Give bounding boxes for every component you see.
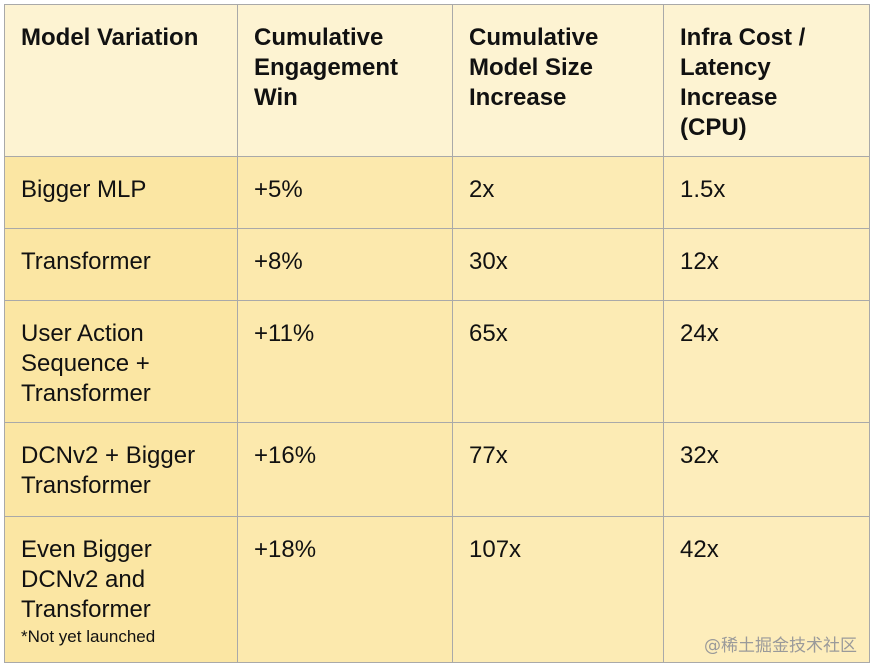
cell-model-variation: DCNv2 + Bigger Transformer <box>4 422 238 517</box>
cell-model-variation: Even Bigger DCNv2 and Transformer *Not ye… <box>4 516 238 663</box>
cell-infra-cost: 24x <box>663 300 870 423</box>
cell-model-size: 77x <box>452 422 664 517</box>
header-model-variation: Model Variation <box>4 4 238 157</box>
table-row: DCNv2 + Bigger Transformer +16% 77x 32x <box>4 422 870 517</box>
cell-engagement-win: +11% <box>237 300 453 423</box>
footnote-not-yet-launched: *Not yet launched <box>21 627 156 646</box>
cell-engagement-win: +5% <box>237 156 453 229</box>
table-row: Even Bigger DCNv2 and Transformer *Not ye… <box>4 516 870 663</box>
cell-model-variation-text: Even Bigger DCNv2 and Transformer <box>21 536 152 623</box>
table-row: Bigger MLP +5% 2x 1.5x <box>4 156 870 229</box>
header-cumulative-engagement-win: Cumulative Engagement Win <box>237 4 453 157</box>
cell-model-variation: User Action Sequence + Transformer <box>4 300 238 423</box>
header-infra-cost-latency-increase: Infra Cost / Latency Increase (CPU) <box>663 4 870 157</box>
cell-model-variation: Bigger MLP <box>4 156 238 229</box>
table-header-row: Model Variation Cumulative Engagement Wi… <box>4 4 870 157</box>
cell-infra-cost: 32x <box>663 422 870 517</box>
cell-model-size: 2x <box>452 156 664 229</box>
table-row: Transformer +8% 30x 12x <box>4 228 870 301</box>
cell-infra-cost: 12x <box>663 228 870 301</box>
cell-model-size: 107x <box>452 516 664 663</box>
cell-engagement-win: +18% <box>237 516 453 663</box>
cell-infra-cost: 1.5x <box>663 156 870 229</box>
header-cumulative-model-size-increase: Cumulative Model Size Increase <box>452 4 664 157</box>
cell-model-size: 65x <box>452 300 664 423</box>
cell-engagement-win: +16% <box>237 422 453 517</box>
cell-model-size: 30x <box>452 228 664 301</box>
cell-engagement-win: +8% <box>237 228 453 301</box>
cell-infra-cost: 42x <box>663 516 870 663</box>
cell-model-variation: Transformer <box>4 228 238 301</box>
watermark: @稀土掘金技术社区 <box>704 636 857 656</box>
table-row: User Action Sequence + Transformer +11% … <box>4 300 870 423</box>
model-variation-table: Model Variation Cumulative Engagement Wi… <box>4 4 870 663</box>
